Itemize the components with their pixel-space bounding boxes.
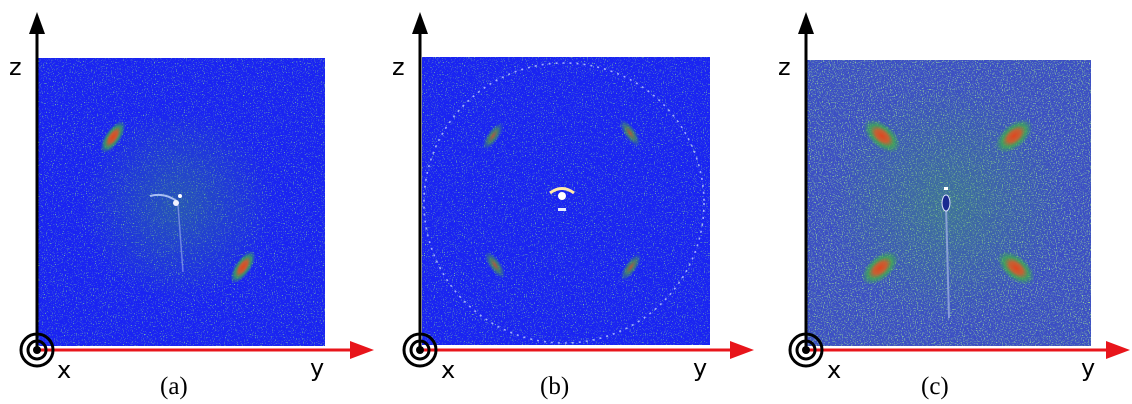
peak-c-upper-right (995, 119, 1033, 153)
y-label-c: y (1081, 354, 1095, 382)
x-axis-symbol-b (402, 332, 438, 368)
panel-b: z x y (b) (392, 12, 754, 400)
panel-a: z x y (a) (9, 12, 374, 400)
z-axis-arrowhead-b (412, 12, 428, 34)
peak-b-lower-left (484, 251, 506, 279)
peak-b-upper-right (619, 119, 641, 147)
peak-a-upper-left (100, 120, 126, 154)
caption-a: (a) (160, 373, 188, 400)
pattern-noise-b (422, 57, 710, 345)
caption-b: (b) (540, 373, 569, 400)
x-axis-symbol-c (788, 332, 824, 368)
z-axis-arrowhead-a (29, 12, 45, 34)
beam-spot-b (558, 208, 566, 211)
z-axis-arrowhead-c (798, 12, 814, 34)
beam-center-a (173, 200, 179, 206)
y-axis-arrowhead-c (1106, 341, 1130, 359)
beam-spot-a (178, 194, 182, 198)
peak-b-upper-left (482, 122, 504, 150)
y-axis-arrowhead-b (730, 341, 754, 359)
beamstop-wire-a (177, 204, 184, 273)
y-axis-arrowhead-a (350, 341, 374, 359)
center-streak-b (549, 187, 575, 195)
caption-c: (c) (921, 373, 949, 400)
peak-b-lower-right (620, 253, 642, 281)
y-label-b: y (693, 354, 707, 382)
bragg-ring-b (423, 62, 705, 344)
beamstop-c (941, 194, 951, 212)
x-axis-symbol-a (19, 332, 55, 368)
x-label-b: x (441, 356, 455, 384)
x-label-a: x (57, 356, 71, 384)
y-label-a: y (310, 354, 324, 382)
panel-c: z x y (c) (778, 12, 1130, 400)
z-label-c: z (778, 53, 791, 81)
peak-c-lower-right (997, 251, 1035, 285)
beam-spot-c (944, 187, 948, 190)
peak-c-lower-left (861, 251, 899, 285)
z-label-b: z (392, 53, 405, 81)
peak-c-upper-left (863, 119, 901, 153)
x-label-c: x (827, 356, 841, 384)
z-label-a: z (9, 53, 22, 81)
peak-a-lower-right (230, 250, 256, 284)
beamstop-wire-c (945, 204, 950, 319)
beam-center-b (558, 192, 566, 200)
